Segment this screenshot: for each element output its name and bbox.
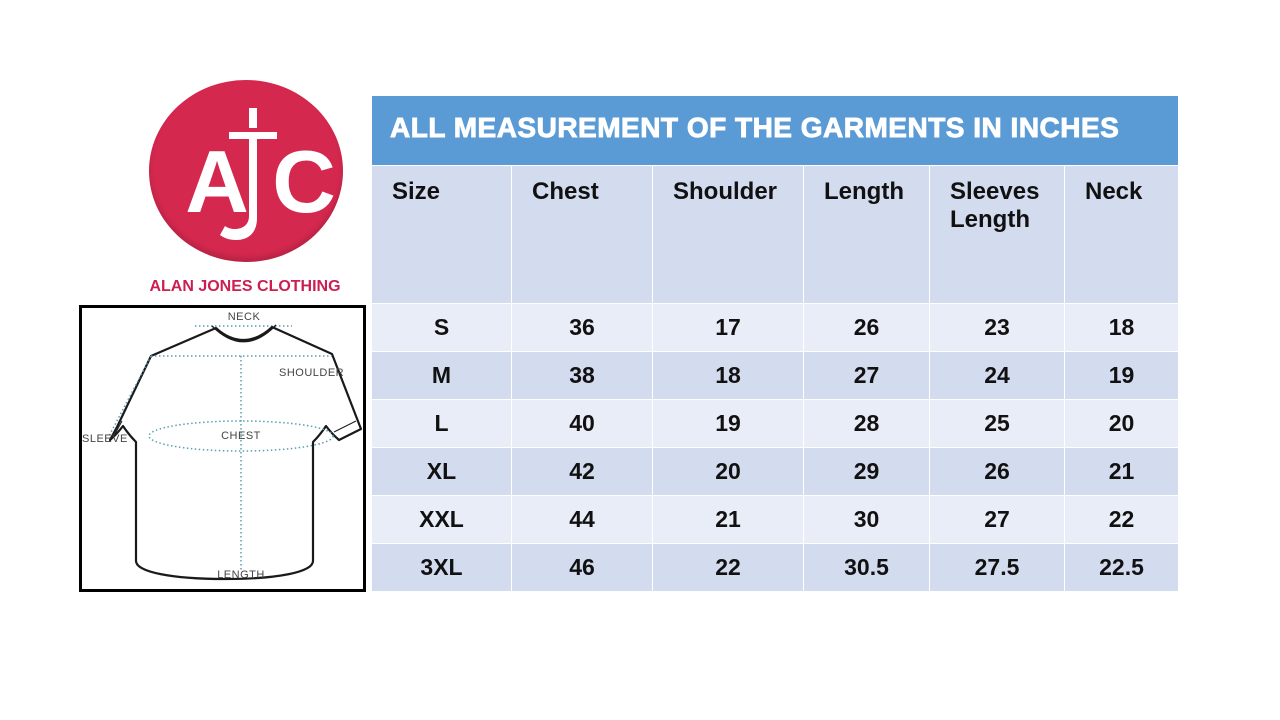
svg-text:SLEEVE: SLEEVE [82,433,128,445]
svg-text:LENGTH: LENGTH [217,569,265,581]
svg-text:NECK: NECK [228,311,261,323]
svg-text:CHEST: CHEST [221,430,261,442]
svg-text:SHOULDER: SHOULDER [279,367,344,379]
svg-text:C: C [272,132,336,231]
svg-text:A: A [185,132,249,231]
